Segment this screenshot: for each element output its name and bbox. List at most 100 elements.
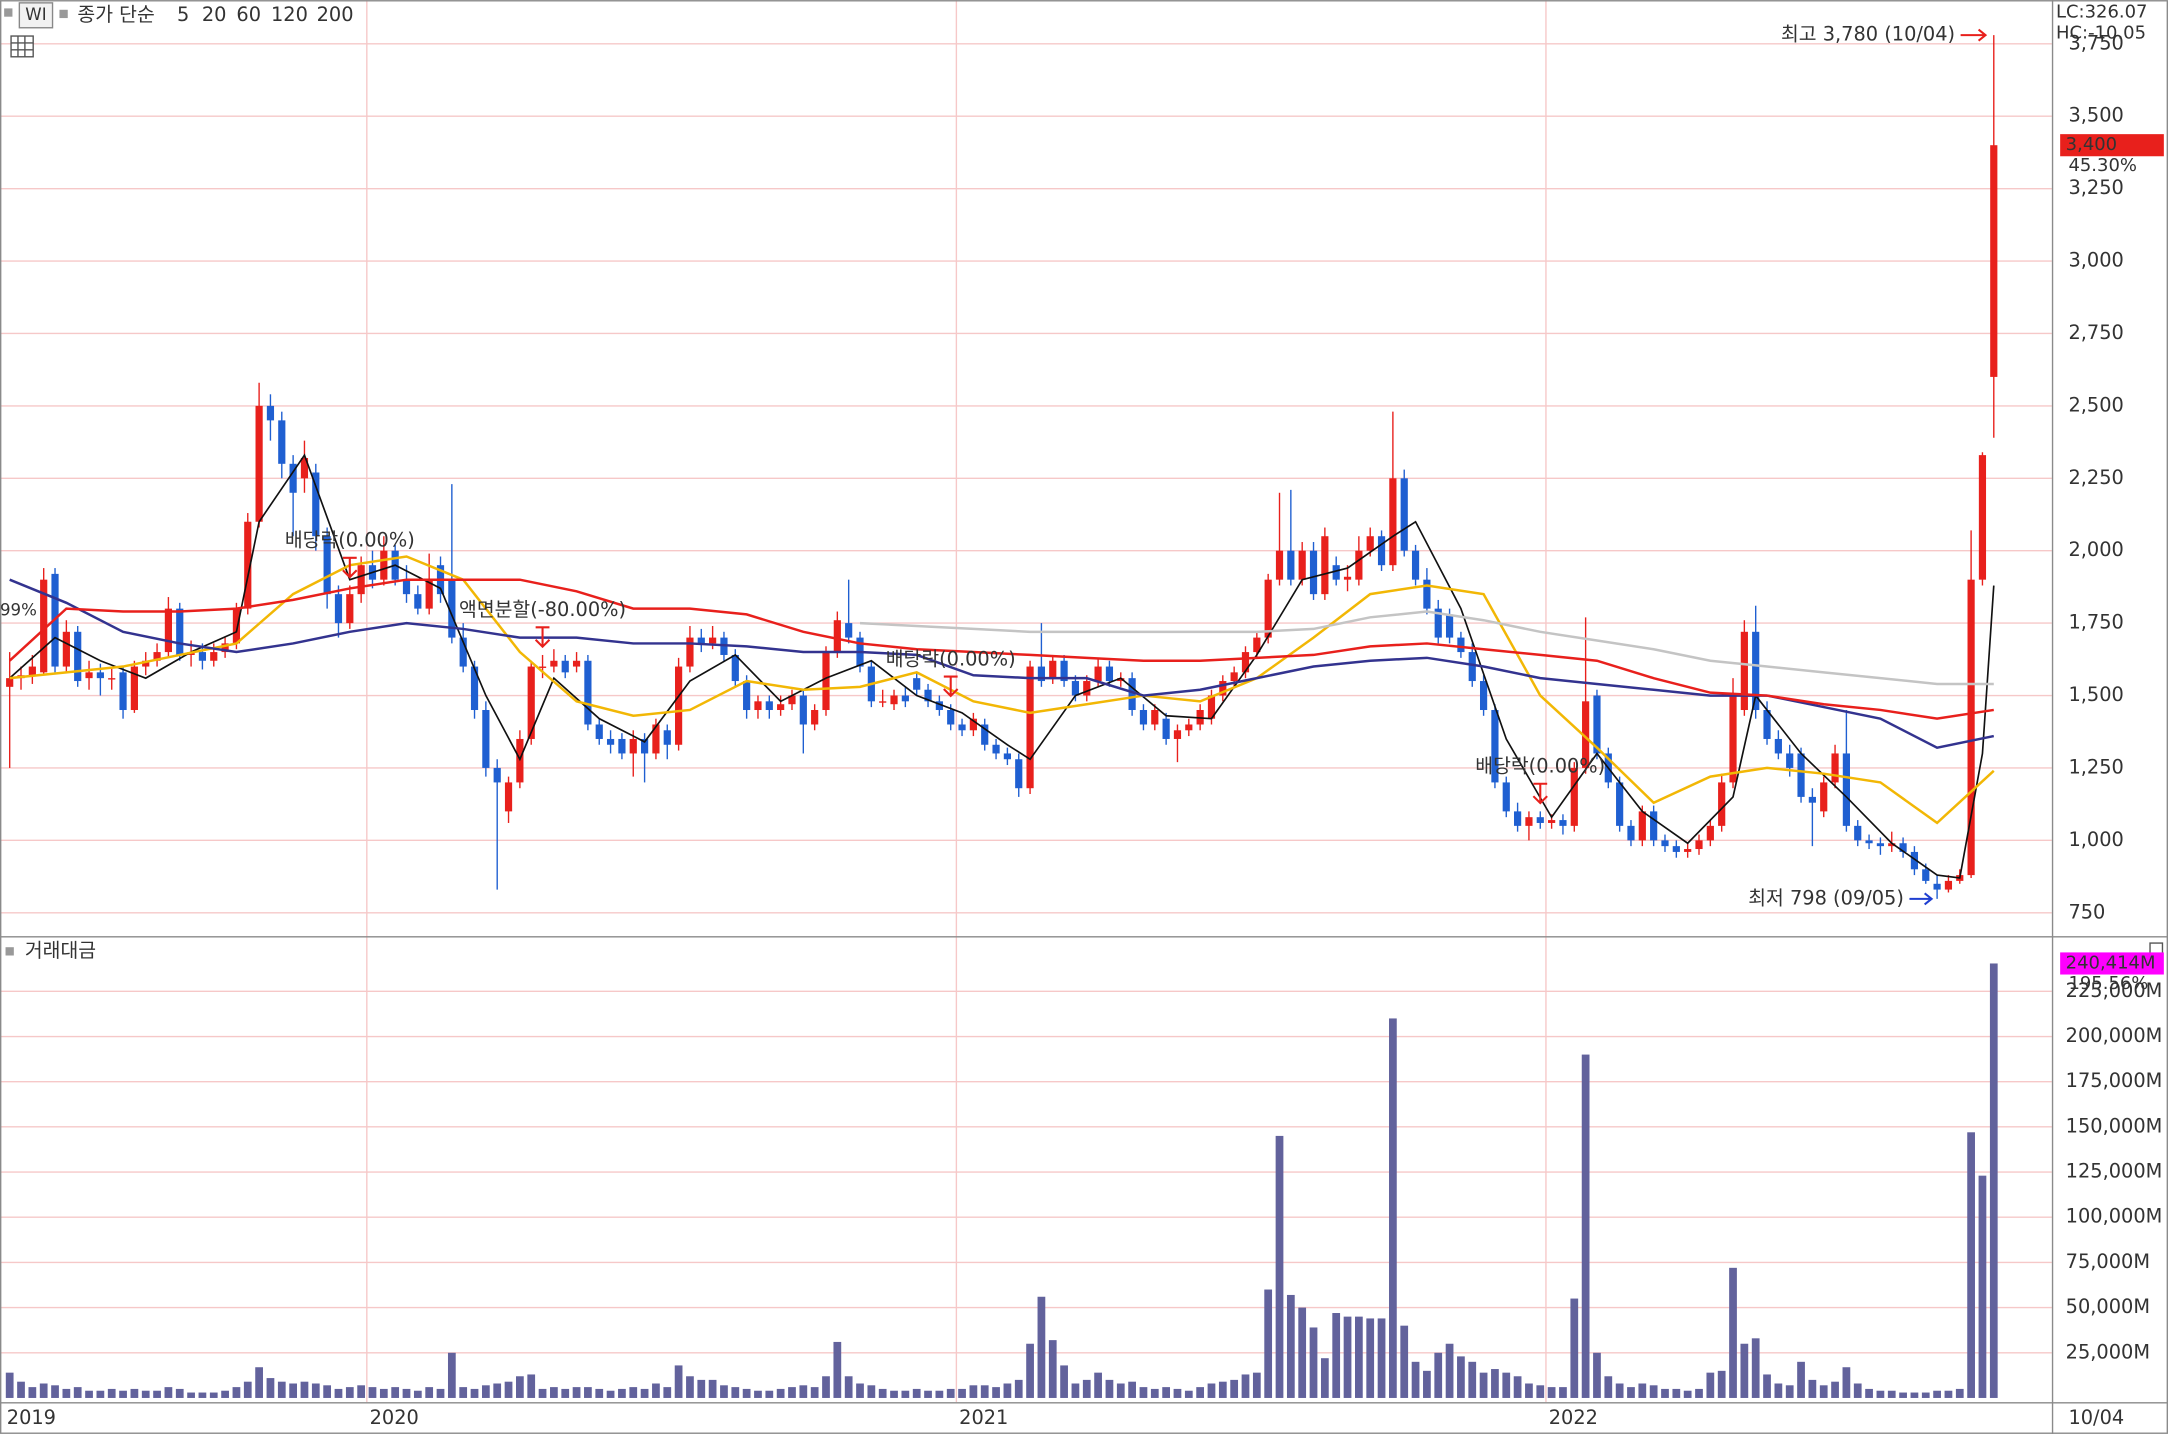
volume-bar (1933, 1390, 1941, 1398)
volume-bar (1026, 1343, 1034, 1398)
candle-body (958, 724, 966, 731)
y-tick-label: 175,000M (2066, 1069, 2163, 1092)
candle-body (1752, 631, 1760, 711)
volume-bar (878, 1388, 887, 1398)
candle-body (1797, 753, 1805, 797)
volume-bar (1264, 1289, 1273, 1398)
candle-body (1434, 608, 1442, 638)
volume-bar (504, 1381, 513, 1398)
volume-bar (867, 1385, 876, 1398)
candle-body (527, 666, 535, 739)
volume-bar (946, 1388, 955, 1398)
high-label: 최고 3,780 (10/04) (1781, 23, 1955, 46)
volume-bar (822, 1376, 830, 1398)
volume-bar (1343, 1316, 1352, 1398)
volume-bar (175, 1388, 184, 1398)
y-tick-label: 2,250 (2068, 466, 2123, 489)
volume-bar (856, 1383, 864, 1398)
candle-body (629, 738, 637, 754)
volume-bar (1593, 1352, 1601, 1398)
candle-body (482, 710, 490, 768)
volume-bar (459, 1387, 468, 1398)
candle-body (28, 666, 36, 676)
volume-bar (1173, 1388, 1182, 1398)
candle-body (1763, 710, 1771, 739)
menu-icon[interactable] (4, 8, 13, 17)
volume-bar (1060, 1365, 1068, 1398)
volume-bar (1320, 1358, 1329, 1398)
volume-box-label: 240,414M (2066, 952, 2156, 973)
candle-body (1117, 678, 1125, 682)
grid-icon[interactable] (10, 35, 34, 58)
panel-icon (5, 947, 14, 956)
candle-body (1423, 579, 1431, 609)
legend-entry: 5 (177, 3, 189, 26)
candle-body (1786, 753, 1794, 768)
candle-body (346, 594, 354, 624)
candle-body (1275, 550, 1284, 580)
candle-body (176, 608, 184, 655)
candle-body (640, 738, 649, 754)
volume-bar (1627, 1387, 1635, 1398)
event-label: 배당락(0.00%) (886, 647, 1016, 670)
volume-bar (1162, 1387, 1171, 1398)
volume-bar (1910, 1392, 1919, 1398)
candle-body (425, 579, 433, 609)
volume-bar (277, 1381, 286, 1398)
volume-bar (1014, 1379, 1023, 1398)
candle-body (743, 681, 751, 711)
candle-body (1593, 695, 1601, 754)
candle-body (811, 710, 819, 725)
volume-bar (1094, 1372, 1102, 1398)
low-arrow (1909, 892, 1934, 906)
candle-body (266, 405, 275, 421)
candle-body (323, 536, 331, 595)
candle-body (402, 579, 411, 595)
candle-body (1684, 849, 1692, 852)
candle-body (493, 767, 501, 783)
candle-body (913, 678, 921, 690)
candle-body (1944, 880, 1953, 890)
volume-bar (754, 1390, 762, 1398)
x-tick-label: 2019 (7, 1406, 56, 1429)
candle-body (85, 672, 93, 679)
candle-body (1740, 631, 1748, 711)
y-tick-label: 225,000M (2066, 979, 2163, 1002)
toolbar-button[interactable] (18, 2, 54, 29)
candle-body (1536, 817, 1544, 823)
candle-body (1559, 820, 1567, 826)
volume-bar (765, 1390, 774, 1398)
candle-body (1445, 614, 1454, 638)
volume-bar (1661, 1388, 1669, 1398)
candle-body (108, 678, 116, 680)
event-arrow (534, 626, 551, 649)
volume-bar (481, 1385, 490, 1398)
volume-bar (1434, 1352, 1443, 1398)
candle-body (1457, 637, 1465, 653)
volume-bar (470, 1388, 479, 1398)
volume-bar (1797, 1361, 1805, 1398)
candle-body (1695, 840, 1703, 850)
y-tick-label: 1,250 (2068, 755, 2123, 778)
volume-bar (1071, 1383, 1080, 1398)
candle-body (981, 724, 989, 745)
candle-body (6, 678, 14, 687)
volume-bar (1842, 1367, 1851, 1398)
volume-bar (62, 1388, 71, 1398)
high-arrow (1960, 28, 1988, 42)
volume-bar (1479, 1372, 1488, 1398)
volume-bar (391, 1387, 400, 1398)
candle-body (935, 701, 943, 711)
volume-bar (606, 1390, 615, 1398)
candle-body (1071, 681, 1080, 696)
price-box-label: 3,400 (2066, 134, 2117, 155)
volume-bar (595, 1388, 604, 1398)
y-tick-label: 3,500 (2068, 104, 2123, 127)
candle-body (357, 565, 365, 595)
volume-bar (1536, 1385, 1545, 1398)
candle-body (96, 672, 104, 679)
candle-body (901, 695, 909, 702)
candle-body (244, 521, 252, 609)
candle-body (1514, 811, 1522, 826)
